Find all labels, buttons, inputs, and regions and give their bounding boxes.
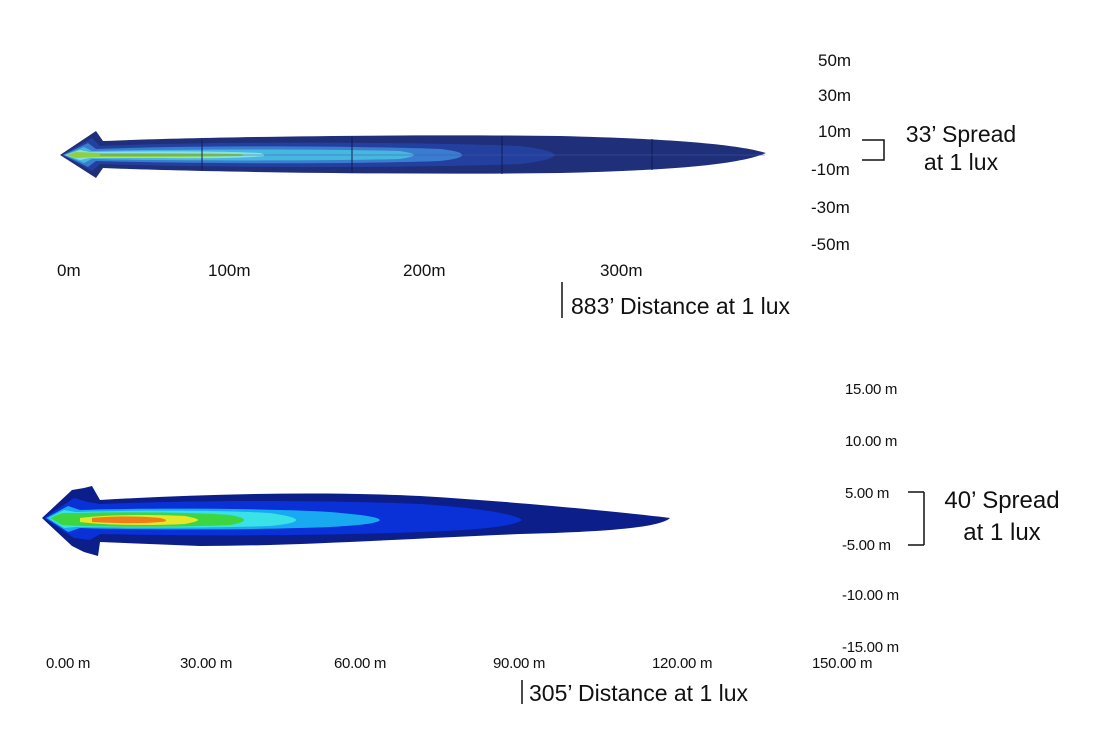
bottom-x-tick: 120.00 m	[652, 655, 713, 672]
bottom-spread-line-2: at 1 lux	[963, 519, 1041, 546]
top-y-tick: -50m	[811, 235, 850, 254]
top-beam-plot: 50m 30m 10m -10m -30m -50m 0m 100m 200m …	[0, 0, 1109, 330]
top-spread-bracket	[862, 139, 885, 161]
bottom-spread-line-1: 40’ Spread	[944, 487, 1060, 514]
bottom-x-tick: 30.00 m	[180, 655, 233, 672]
top-x-tick: 100m	[208, 261, 251, 280]
bottom-y-tick: -5.00 m	[842, 537, 891, 554]
bottom-x-tick: 150.00 m	[812, 655, 873, 672]
bottom-y-tick: 10.00 m	[845, 433, 898, 450]
top-x-tick: 300m	[600, 261, 643, 280]
top-y-tick: 30m	[818, 86, 852, 105]
bottom-contour-orange	[92, 516, 166, 524]
top-y-tick: -10m	[811, 160, 850, 179]
bottom-y-tick: 15.00 m	[845, 381, 898, 398]
top-y-tick: 10m	[818, 122, 852, 141]
top-spread-note: 33’ Spread at 1 lux	[890, 120, 1032, 176]
top-y-tick: -30m	[811, 198, 850, 217]
bottom-spread-note: 40’ Spread at 1 lux	[932, 485, 1072, 549]
bottom-beam-plot: 15.00 m 10.00 m 5.00 m -5.00 m -10.00 m …	[0, 370, 1109, 740]
bottom-y-tick: -15.00 m	[842, 639, 899, 656]
bottom-x-tick: 90.00 m	[493, 655, 546, 672]
bottom-y-tick: -10.00 m	[842, 587, 899, 604]
top-distance-note: 883’ Distance at 1 lux	[571, 293, 791, 319]
top-y-tick: 50m	[818, 51, 852, 70]
bottom-y-tick: 5.00 m	[845, 485, 890, 502]
bottom-x-tick: 60.00 m	[334, 655, 387, 672]
top-spread-line-1: 33’ Spread	[905, 121, 1017, 147]
top-spread-line-2: at 1 lux	[923, 149, 999, 175]
bottom-x-tick: 0.00 m	[46, 655, 91, 672]
top-x-tick: 200m	[403, 261, 446, 280]
top-beam-contour	[60, 131, 885, 318]
top-x-tick: 0m	[57, 261, 81, 280]
bottom-beam-contour	[42, 486, 925, 704]
bottom-distance-note: 305’ Distance at 1 lux	[529, 680, 749, 706]
